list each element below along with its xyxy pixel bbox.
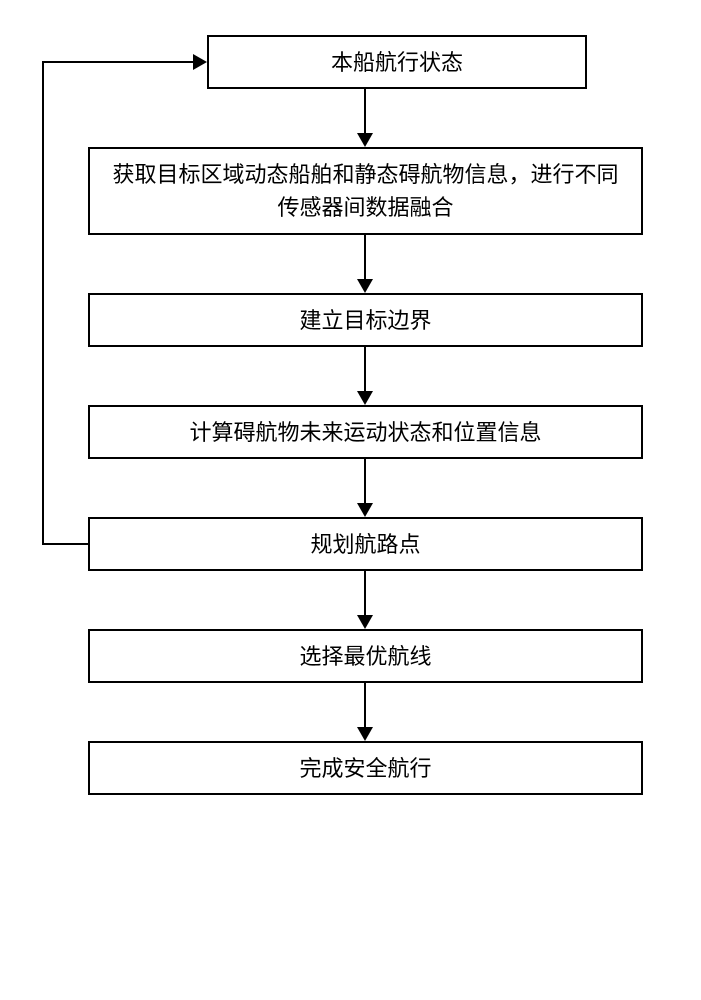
feedback-h2 bbox=[42, 61, 193, 63]
arrow-2 bbox=[357, 235, 373, 293]
node-calculate: 计算碍航物未来运动状态和位置信息 bbox=[88, 405, 643, 459]
arrow-3 bbox=[357, 347, 373, 405]
feedback-arrow-head bbox=[193, 54, 207, 70]
node-label: 选择最优航线 bbox=[299, 640, 431, 673]
arrow-4 bbox=[357, 459, 373, 517]
node-label: 获取目标区域动态船舶和静态碍航物信息，进行不同传感器间数据融合 bbox=[106, 158, 625, 224]
arrow-5 bbox=[357, 571, 373, 629]
node-label: 计算碍航物未来运动状态和位置信息 bbox=[189, 416, 541, 449]
node-ship-status: 本船航行状态 bbox=[207, 35, 587, 89]
node-waypoint: 规划航路点 bbox=[88, 517, 643, 571]
node-label: 本船航行状态 bbox=[331, 46, 463, 79]
arrow-6 bbox=[357, 683, 373, 741]
feedback-h1 bbox=[42, 543, 88, 545]
flowchart-container: 本船航行状态 获取目标区域动态船舶和静态碍航物信息，进行不同传感器间数据融合 建… bbox=[0, 0, 701, 1000]
node-label: 规划航路点 bbox=[310, 528, 420, 561]
node-route: 选择最优航线 bbox=[88, 629, 643, 683]
node-complete: 完成安全航行 bbox=[88, 741, 643, 795]
feedback-v bbox=[42, 61, 44, 545]
node-label: 完成安全航行 bbox=[299, 752, 431, 785]
node-boundary: 建立目标边界 bbox=[88, 293, 643, 347]
node-data-fusion: 获取目标区域动态船舶和静态碍航物信息，进行不同传感器间数据融合 bbox=[88, 147, 643, 235]
arrow-1 bbox=[357, 89, 373, 147]
node-label: 建立目标边界 bbox=[299, 304, 431, 337]
